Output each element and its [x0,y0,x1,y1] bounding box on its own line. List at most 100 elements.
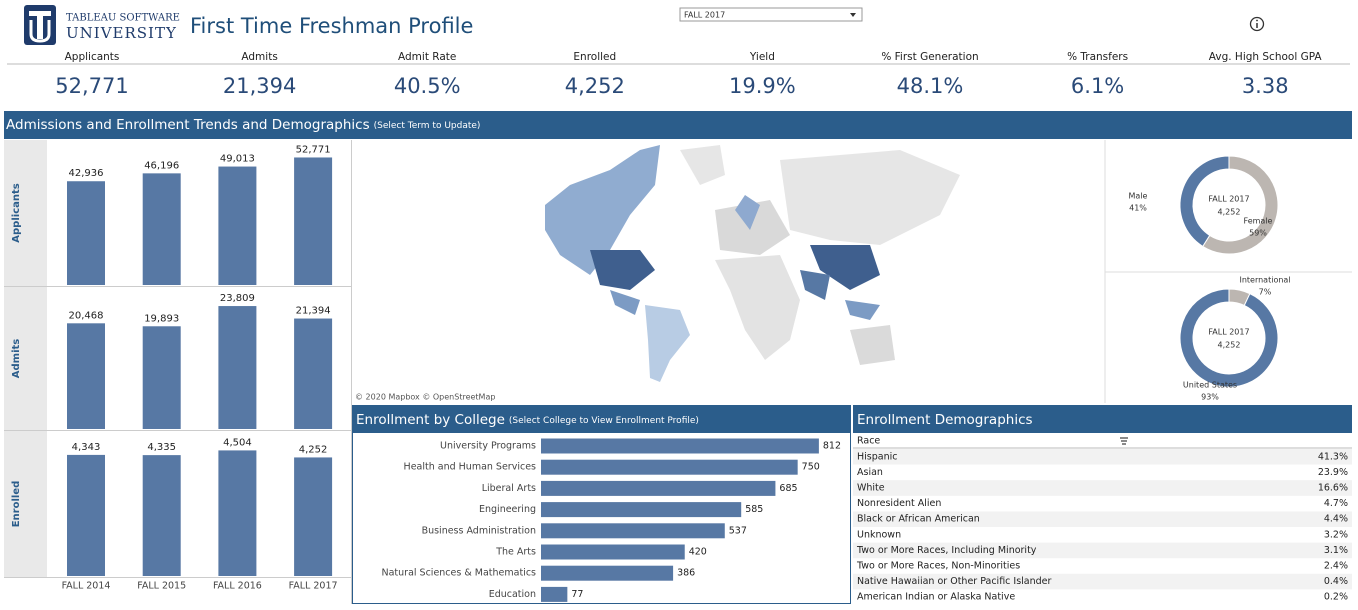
dropdown-value[interactable]: FALL 2017 [684,11,725,20]
segment-label: Female [1244,217,1273,226]
race-label: Black or African American [857,514,980,525]
donut-center-value: 4,252 [1218,208,1241,217]
category-label: The Arts [495,547,536,558]
bar [218,166,257,285]
kpi-value: 4,252 [565,74,625,98]
bar[interactable] [541,586,568,602]
x-tick-label: FALL 2014 [62,581,111,592]
donut-center-label: FALL 2017 [1208,195,1249,204]
race-value: 4.7% [1324,498,1348,509]
value-label: 19,893 [144,313,179,324]
world-map[interactable]: © 2020 Mapbox © OpenStreetMap [352,140,1104,403]
bar [142,455,181,576]
table-header: Race [857,436,880,447]
kpi-label: Avg. High School GPA [1209,51,1323,63]
college-title: Enrollment by College (Select College to … [356,412,699,428]
segment-label: United States [1183,381,1237,390]
bar[interactable] [541,565,674,581]
row-band [853,573,1352,590]
row-band [853,449,1352,465]
row-label: Enrolled [11,481,22,528]
logo-line2: UNIVERSITY [66,24,177,42]
race-label: White [857,483,885,494]
value-label: 49,013 [220,154,255,165]
bar[interactable] [541,502,742,518]
bar[interactable] [541,544,685,560]
segment-value: 41% [1129,204,1147,213]
kpi-value: 21,394 [223,74,296,98]
bar [218,306,257,429]
bar [294,318,333,429]
section-title: Admissions and Enrollment Trends and Dem… [6,117,480,133]
kpi-value: 19.9% [729,74,796,98]
race-value: 0.2% [1324,592,1348,603]
bar[interactable] [541,459,798,475]
segment-value: 59% [1249,229,1267,238]
race-label: Unknown [857,529,901,540]
value-label: 42,936 [69,168,104,179]
bar [142,173,181,285]
race-label: Hispanic [857,451,897,462]
value-label: 537 [729,525,747,536]
sort-icon[interactable] [1120,437,1128,445]
kpi-value: 6.1% [1071,74,1124,98]
bar [67,181,105,285]
value-label: 46,196 [144,160,179,171]
kpi-label: Yield [749,51,775,63]
demographics-title: Enrollment Demographics [857,412,1033,428]
row-header [4,287,47,430]
term-dropdown[interactable]: FALL 2017 [679,7,863,22]
bar [67,454,105,576]
value-label: 20,468 [69,310,104,321]
race-value: 0.4% [1324,576,1348,587]
segment-label: International [1239,276,1290,285]
kpi-value: 3.38 [1242,74,1289,98]
race-value: 3.2% [1324,529,1348,540]
bar [294,457,333,576]
row-label: Admits [11,339,22,379]
value-label: 4,504 [223,437,252,448]
kpi-label: Enrolled [573,51,616,63]
category-label: Engineering [479,504,536,515]
race-value: 3.1% [1324,545,1348,556]
donut-segment [1202,155,1279,255]
dropdown-arrow[interactable] [850,13,856,17]
value-label: 685 [779,483,797,494]
value-label: 750 [802,462,820,473]
row-label: Applicants [11,183,22,242]
value-label: 21,394 [296,306,331,317]
value-label: 52,771 [296,144,331,155]
dashboard-title: First Time Freshman Profile [190,14,473,38]
race-value: 41.3% [1318,451,1348,462]
value-label: 4,252 [299,444,328,455]
category-label: Business Administration [422,525,536,536]
segment-value: 7% [1259,288,1272,297]
info-icon[interactable] [1249,16,1265,32]
category-label: Health and Human Services [404,462,536,473]
kpi-value: 48.1% [897,74,964,98]
category-label: Education [489,589,536,600]
bar[interactable] [541,438,819,454]
section-bar [4,111,1352,139]
race-value: 23.9% [1318,467,1348,478]
dropdown-box[interactable] [679,7,863,22]
bar [294,157,333,285]
kpi-label: % First Generation [881,51,978,63]
logo-line1: TABLEAU SOFTWARE [66,13,180,24]
race-value: 4.4% [1324,514,1348,525]
demographics-header [853,405,1352,433]
category-label: Liberal Arts [482,483,536,494]
value-label: 585 [745,504,763,515]
logo: TABLEAU SOFTWARE UNIVERSITY [24,5,180,45]
bar [142,326,181,429]
x-tick-label: FALL 2015 [137,581,186,592]
bar[interactable] [541,480,776,496]
value-label: 77 [571,589,583,600]
bar[interactable] [541,523,725,539]
category-label: University Programs [440,441,536,452]
row-header [4,431,47,577]
donut-segment [1179,155,1230,248]
value-label: 4,343 [72,442,101,453]
bar [218,450,257,576]
